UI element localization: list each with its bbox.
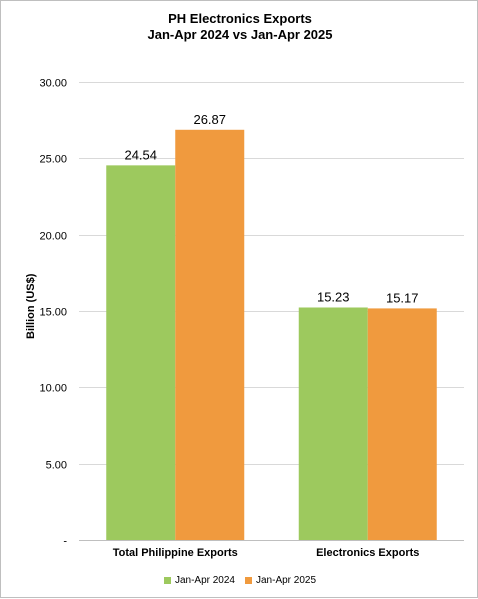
data-label-2024-1: 15.23 [317, 289, 350, 304]
y-axis-label: Billion (US$) [25, 273, 37, 339]
legend-swatch-2025 [245, 577, 252, 584]
legend-label-2024: Jan-Apr 2024 [174, 575, 235, 586]
x-tick-label-0: Total Philippine Exports [113, 547, 238, 559]
legend-label-2025: Jan-Apr 2025 [256, 575, 317, 586]
y-tick-label-1: 5.00 [46, 460, 67, 472]
data-label-2025-0: 26.87 [193, 112, 226, 127]
bar-2024-0 [106, 165, 176, 540]
y-tick-label-4: 20.00 [39, 231, 67, 243]
data-label-2025-1: 15.17 [386, 290, 419, 305]
chart-title-line-1: PH Electronics Exports [168, 11, 312, 26]
bar-2025-0 [175, 129, 245, 540]
y-tick-label-5: 25.00 [39, 154, 67, 166]
legend-swatch-2024 [163, 577, 171, 584]
y-axis-label-wrap: Billion (US$) [21, 274, 41, 339]
data-label-2024-0: 24.54 [124, 147, 157, 162]
y-tick-label-2: 10.00 [39, 383, 67, 395]
bar-2024-1 [298, 307, 368, 540]
y-tick-label-0: - [63, 536, 67, 548]
legend: Jan-Apr 2024 Jan-Apr 2025 [1, 575, 478, 586]
legend-item-2024: Jan-Apr 2024 [163, 575, 235, 586]
x-tick-label-1: Electronics Exports [316, 547, 419, 559]
legend-item-2025: Jan-Apr 2025 [245, 575, 316, 586]
chart-title-line-2: Jan-Apr 2024 vs Jan-Apr 2025 [147, 27, 333, 42]
bar-2025-1 [367, 308, 437, 540]
chart-title: PH Electronics Exports Jan-Apr 2024 vs J… [1, 11, 478, 43]
y-tick-label-3: 15.00 [39, 307, 67, 319]
y-tick-label-6: 30.00 [39, 78, 67, 90]
